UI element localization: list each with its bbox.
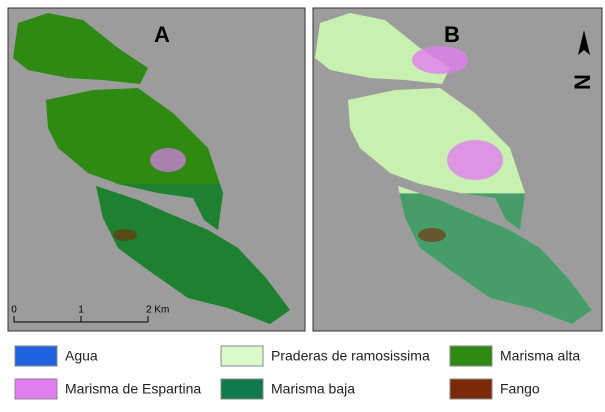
- legend-label: Fango: [500, 381, 540, 397]
- legend-swatch: [450, 346, 492, 366]
- legend-label: Praderas de ramosissima: [271, 348, 430, 364]
- panel-b: B N: [313, 8, 602, 331]
- scale-label: 2 Km: [146, 305, 169, 316]
- marsh-patch: [150, 148, 186, 172]
- legend-swatch: [15, 346, 57, 366]
- figure: A 0 1 2 Km B N Agua Praderas de ramosissima…: [0, 0, 605, 412]
- marsh-patch: [447, 140, 503, 180]
- legend-label: Marisma baja: [271, 381, 355, 397]
- panel-a: A 0 1 2 Km: [8, 8, 305, 331]
- legend-label: Agua: [65, 348, 98, 364]
- mud-patch: [113, 229, 137, 241]
- scale-label: 0: [11, 305, 17, 316]
- legend-label: Marisma de Espartina: [65, 381, 201, 397]
- panel-label: A: [154, 22, 170, 47]
- legend-label: Marisma alta: [500, 348, 580, 364]
- scale-label: 1: [78, 305, 84, 316]
- panel-label: B: [444, 22, 460, 47]
- legend-swatch: [15, 379, 57, 399]
- north-label: N: [570, 74, 595, 90]
- legend-swatch: [221, 379, 263, 399]
- legend-swatch: [221, 346, 263, 366]
- legend-swatch: [450, 379, 492, 399]
- marsh-patch: [412, 46, 468, 74]
- mud-patch: [418, 228, 446, 242]
